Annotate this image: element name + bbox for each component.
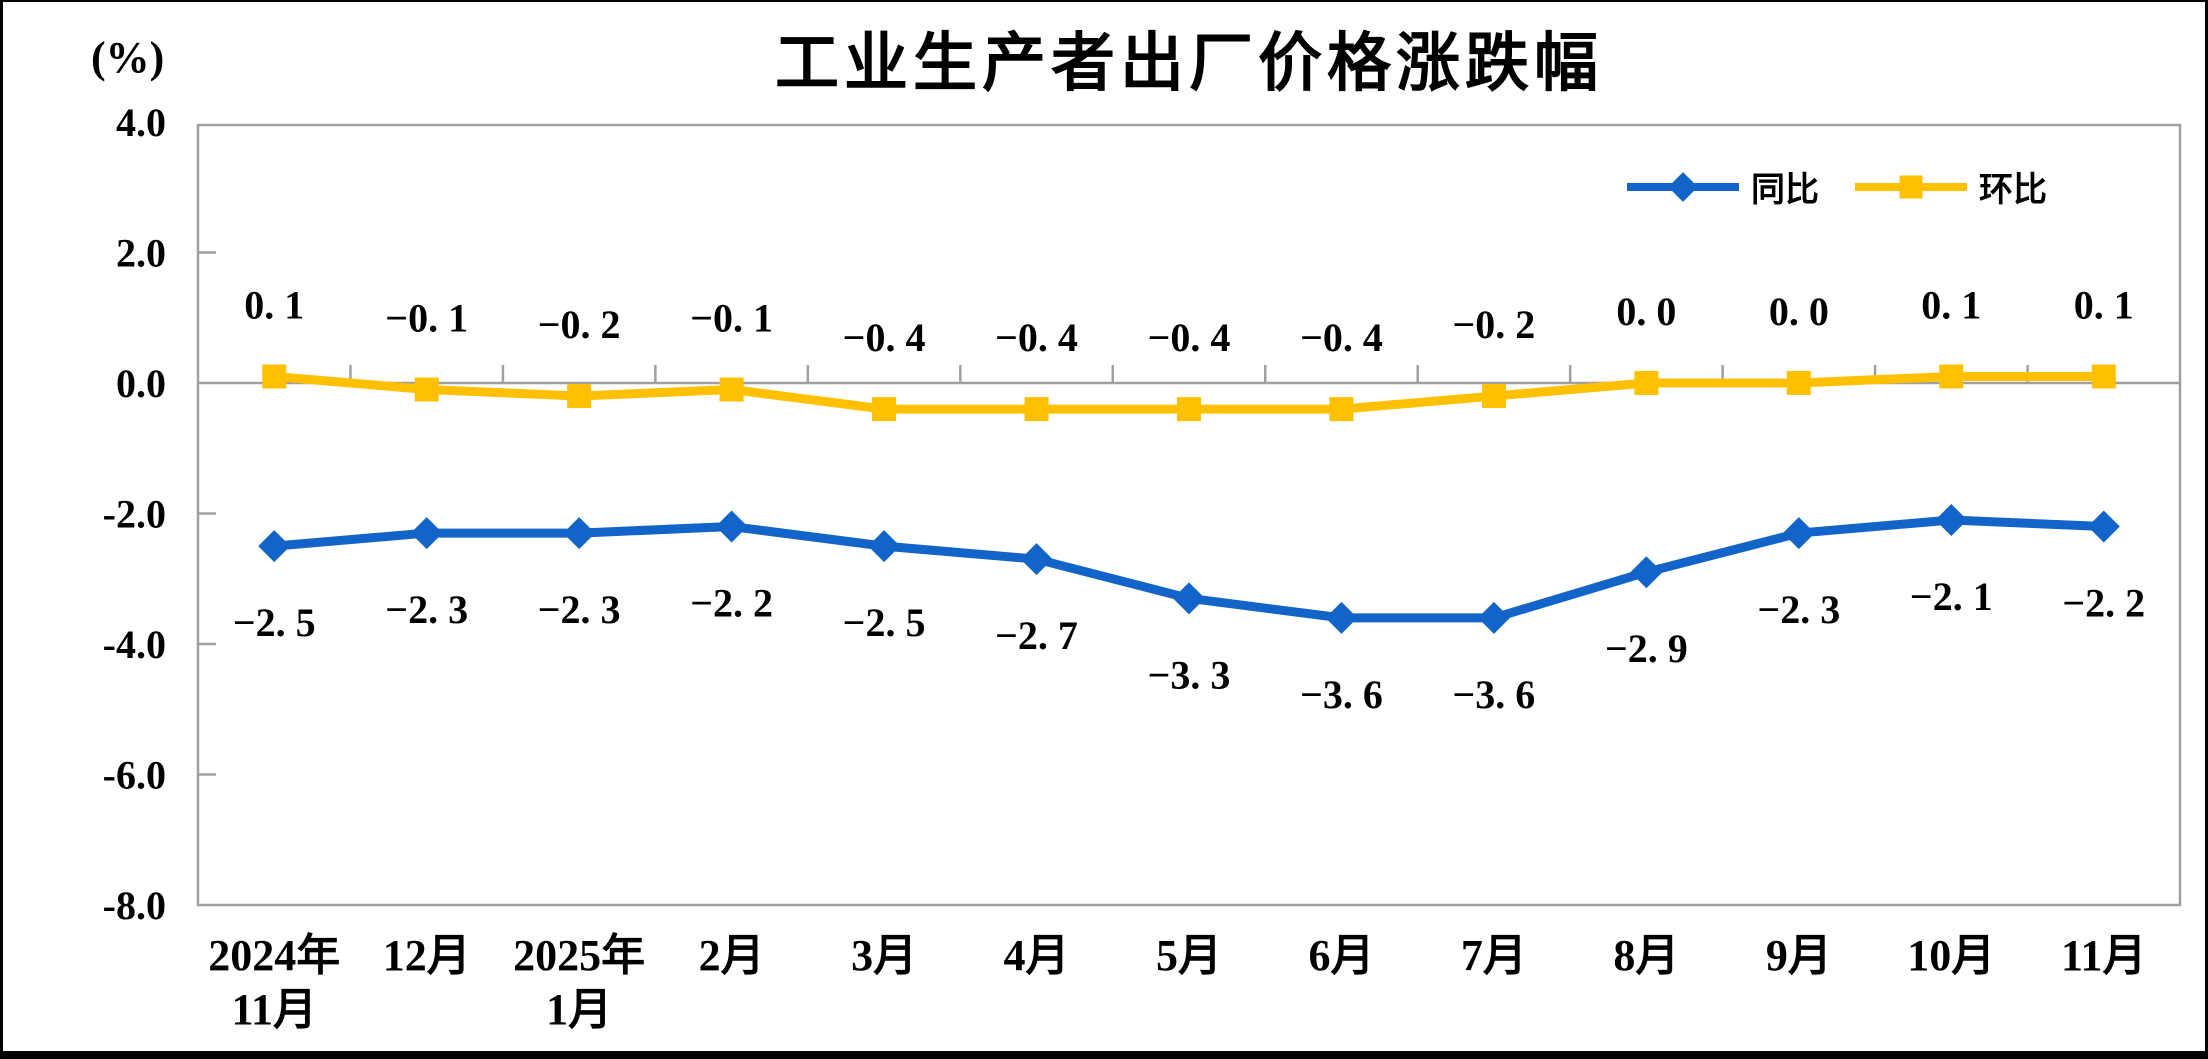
huanbi-data-label: −0. 1 [690,296,773,341]
huanbi-data-label: −0. 1 [385,296,468,341]
huanbi-marker [872,397,897,422]
tongbi-marker [1477,601,1510,634]
chart-legend: 同比 环比 [1627,162,2047,211]
tongbi-data-label: −2. 1 [1910,574,1993,619]
y-axis-tick-label: 4.0 [116,100,166,145]
y-axis-tick-label: -4.0 [103,622,166,667]
huanbi-data-label: 0. 1 [1921,282,1981,327]
tongbi-data-label: −3. 6 [1453,672,1536,717]
x-axis-label: 7月 [1461,931,1527,980]
tongbi-marker [1173,582,1205,615]
plot-border [196,123,2182,907]
x-axis-label: 6月 [1308,931,1374,980]
square-marker-icon [1899,175,1923,198]
legend-label-huanbi: 环比 [1979,172,2047,209]
tongbi-data-label: −2. 5 [233,600,316,645]
line-chart-plot-area: 4.0 2.0 0.0 -2.0 -4.0 -6.0 -8.0 2024年 11月 12月 2025… [103,100,2182,1034]
huanbi-marker [1177,397,1201,422]
huanbi-marker [1786,371,1811,395]
tongbi-marker [1020,543,1053,576]
tongbi-data-label: −2. 3 [1757,587,1840,632]
tongbi-data-label: −2. 2 [2062,581,2145,626]
tongbi-line-sample [1627,171,1739,202]
huanbi-marker [414,377,439,402]
legend-item-huanbi: 环比 [1855,162,2047,211]
huanbi-data-label: −0. 2 [538,302,621,347]
huanbi-marker [1024,397,1049,422]
huanbi-marker [1329,397,1354,422]
huanbi-data-label: −0. 4 [995,315,1078,360]
huanbi-data-label: −0. 2 [1453,302,1536,347]
x-axis-label: 2024年 [208,931,340,980]
huanbi-marker [567,384,592,409]
huanbi-data-label: 0. 1 [244,282,304,327]
tongbi-marker [715,510,748,543]
tongbi-data-label: −2. 7 [995,613,1078,658]
x-axis-label: 11月 [2061,931,2147,980]
tongbi-marker [1782,517,1815,550]
huanbi-marker [1634,371,1659,395]
huanbi-data-label: 0. 1 [2074,282,2134,327]
huanbi-marker [262,364,287,389]
x-axis-label: 1月 [546,985,612,1034]
x-axis-label: 11月 [231,985,317,1034]
huanbi-data-label: 0. 0 [1769,289,1829,334]
x-axis-label: 2025年 [513,931,645,980]
x-axis-label: 4月 [1004,931,1070,980]
y-axis-tick-label: -2.0 [103,492,166,537]
tongbi-marker [410,517,443,550]
huanbi-marker [1481,384,1506,409]
tongbi-marker [868,530,901,563]
tongbi-marker [2087,510,2120,543]
legend-item-tongbi: 同比 [1627,162,1819,211]
tongbi-data-label: −3. 3 [1148,652,1231,697]
y-axis-tick-label: 2.0 [116,231,166,276]
x-axis-label: 10月 [1907,931,1995,980]
huanbi-marker [719,377,744,402]
huanbi-marker [2091,364,2116,389]
x-axis-label: 5月 [1156,931,1222,980]
tongbi-data-label: −2. 3 [538,587,621,632]
huanbi-data-label: −0. 4 [843,315,926,360]
chart-title: 工业生产者出厂价格涨跌幅 [775,27,1603,99]
x-axis-label: 12月 [383,931,471,980]
huanbi-data-label: −0. 4 [1148,315,1231,360]
tongbi-data-label: −2. 3 [385,587,468,632]
y-axis-tick-label: 0.0 [116,361,166,406]
legend-label-tongbi: 同比 [1751,172,1819,209]
tongbi-marker [1325,601,1358,634]
tongbi-marker [563,517,596,550]
tongbi-marker [1935,504,1968,537]
tongbi-marker [1630,556,1663,589]
tongbi-data-label: −2. 5 [843,600,926,645]
diamond-marker-icon [1668,171,1698,202]
y-axis-tick-label: -6.0 [103,753,166,798]
x-axis-label: 9月 [1766,931,1832,980]
tongbi-data-label: −2. 2 [690,581,773,626]
x-axis-label: 8月 [1613,931,1679,980]
huanbi-data-label: 0. 0 [1616,289,1676,334]
y-axis-unit-label: (%) [91,33,165,82]
y-axis-tick-label: -8.0 [103,883,166,928]
tongbi-data-label: −2. 9 [1605,626,1688,671]
huanbi-marker [1939,364,1964,389]
x-axis-label: 3月 [851,931,917,980]
huanbi-line-sample [1855,175,1967,198]
x-axis-label: 2月 [699,931,765,980]
tongbi-data-label: −3. 6 [1300,672,1383,717]
tongbi-marker [258,530,291,563]
huanbi-data-label: −0. 4 [1300,315,1383,360]
